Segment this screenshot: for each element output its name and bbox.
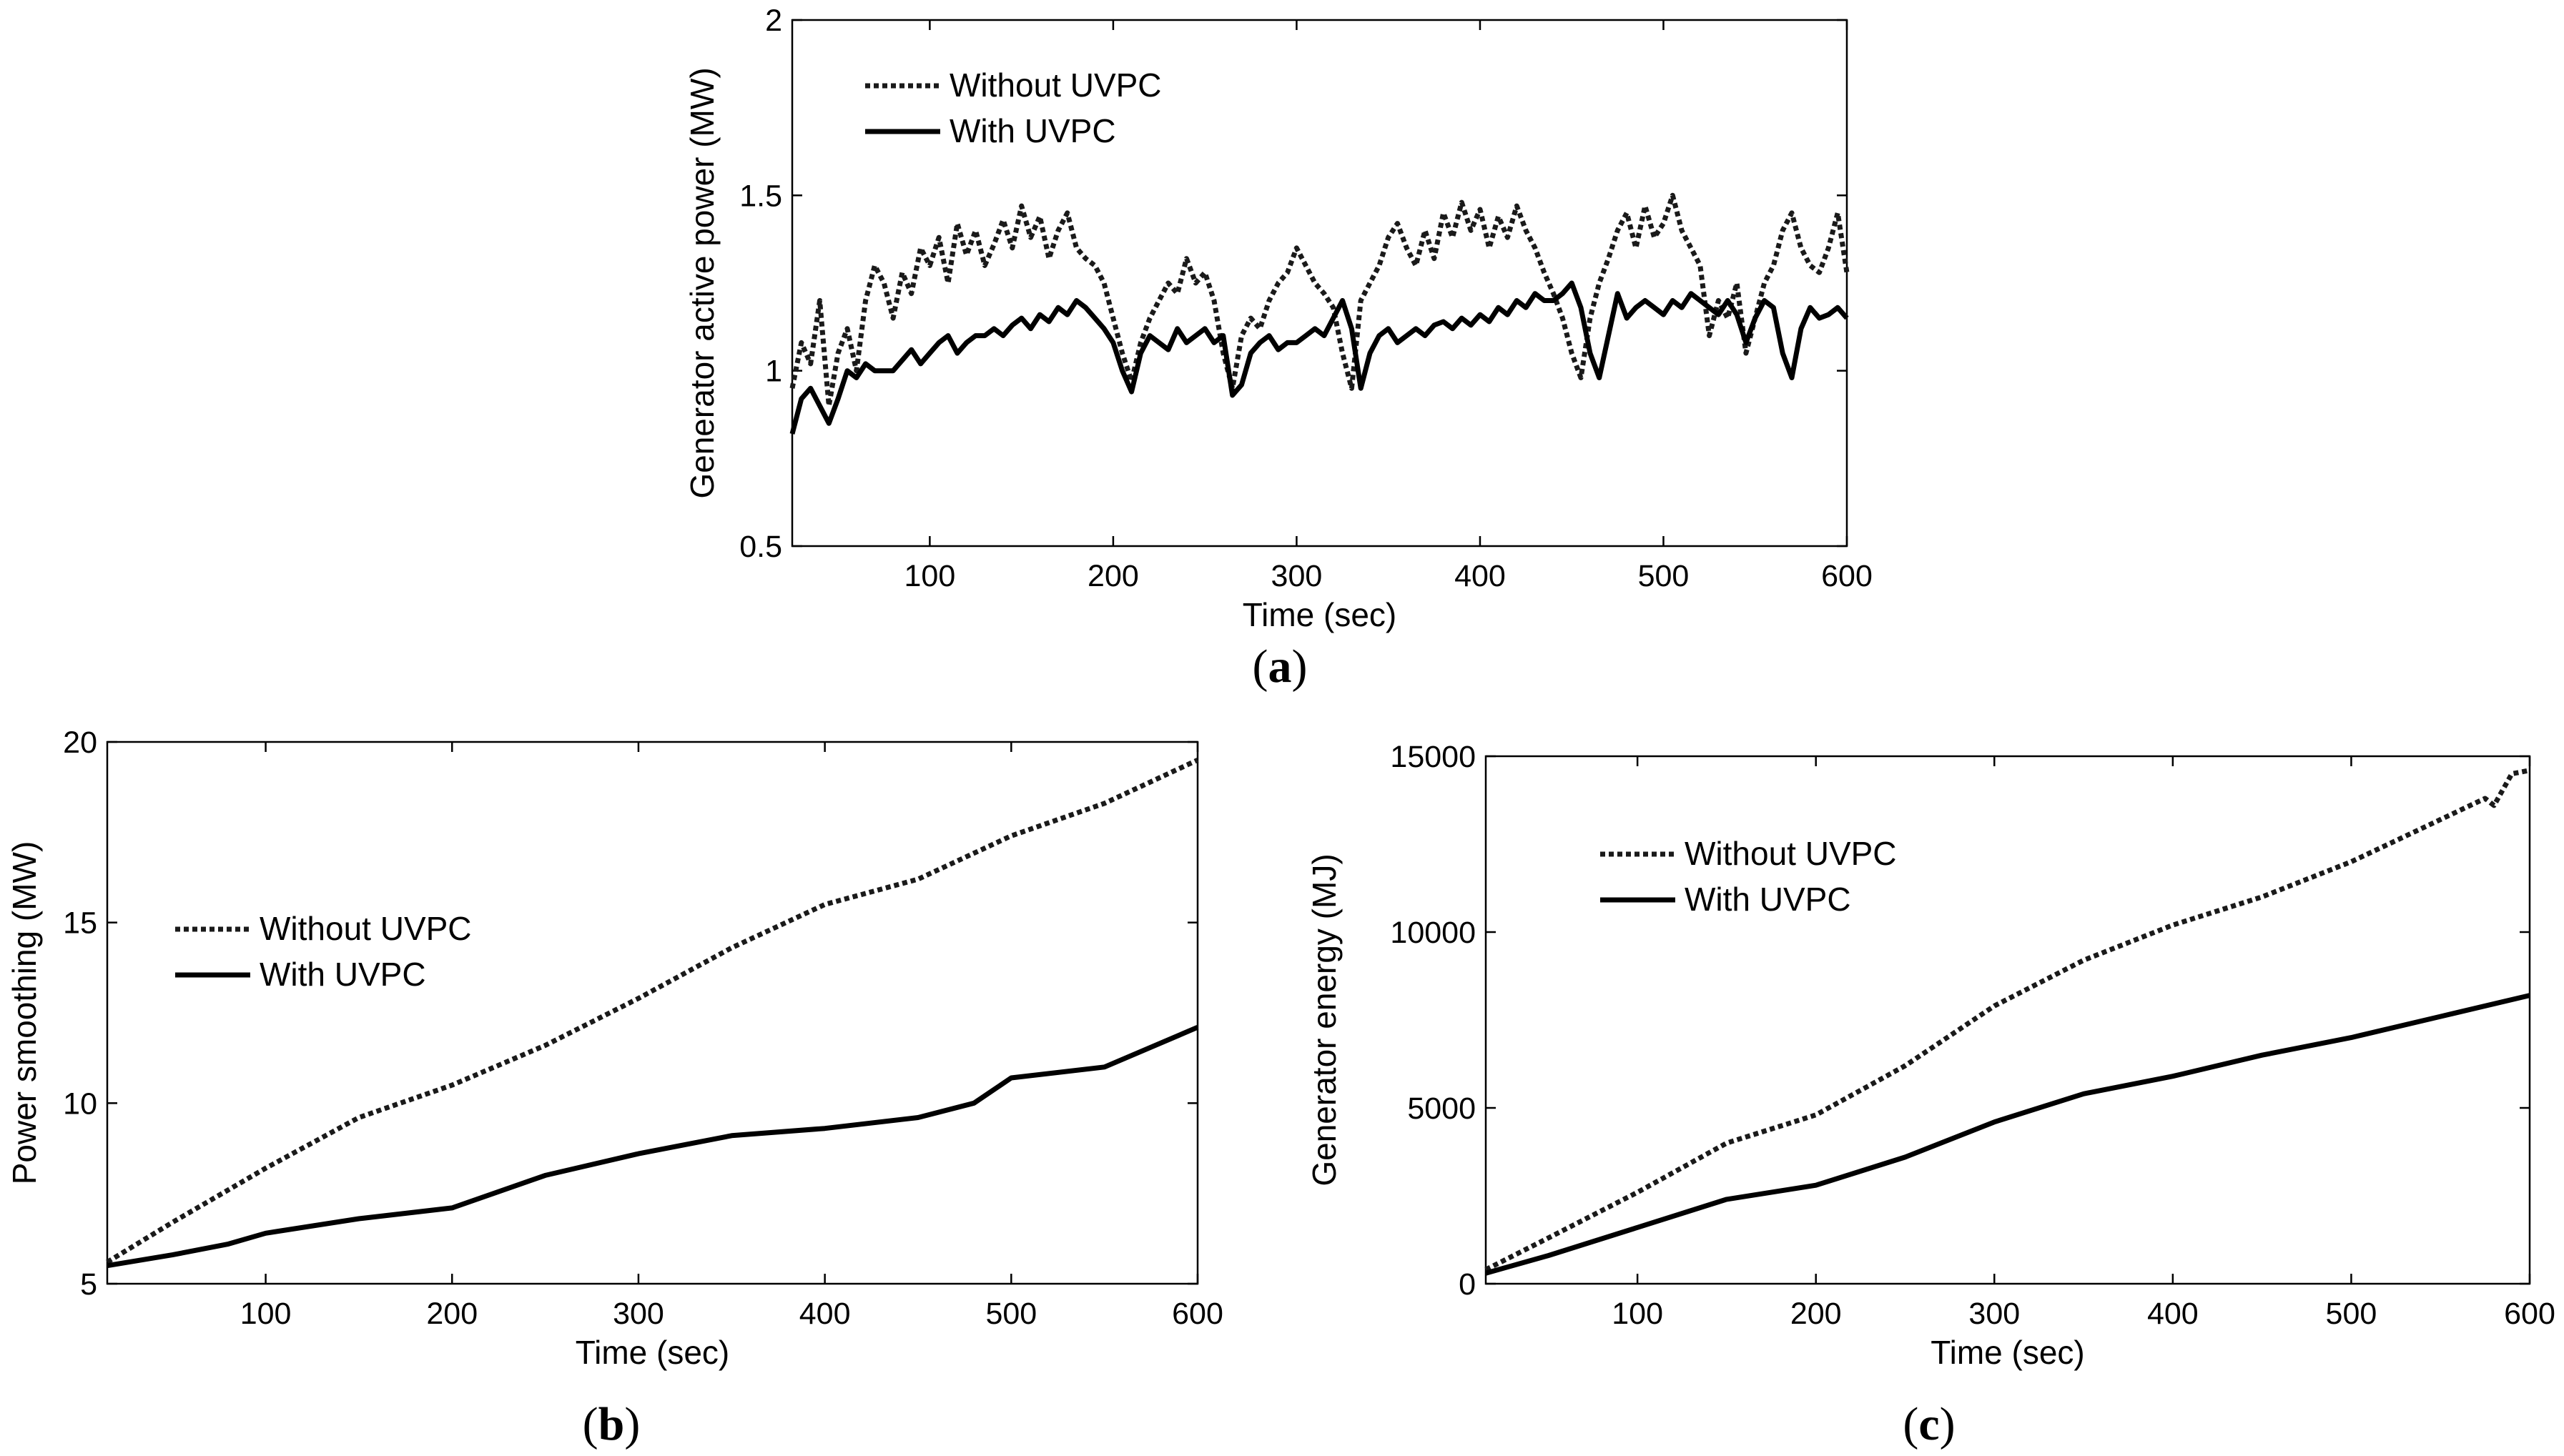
y-tick-label: 1 — [765, 355, 782, 389]
y-tick-label: 5 — [80, 1267, 97, 1302]
x-tick-label: 400 — [2147, 1297, 2199, 1331]
caption-c: (c) — [1903, 1398, 1956, 1450]
caption-a: (a) — [1252, 640, 1308, 693]
x-tick-label: 400 — [1454, 559, 1506, 593]
x-axis-label: Time (sec) — [576, 1334, 730, 1371]
caption-b: (b) — [582, 1398, 641, 1450]
x-tick-label: 200 — [1088, 559, 1139, 593]
x-tick-label: 100 — [1612, 1297, 1663, 1331]
series-line-a-without-uvpc — [789, 192, 1850, 409]
series-line-b-without-uvpc — [106, 758, 1199, 1264]
x-tick-label: 300 — [1271, 559, 1323, 593]
x-axis-label: Time (sec) — [1243, 596, 1397, 633]
y-tick-label: 20 — [63, 725, 97, 760]
y-axis-label: Power smoothing (MW) — [6, 841, 43, 1185]
plot-frame-a — [791, 19, 1848, 548]
y-tick-label: 2 — [765, 4, 782, 38]
legend-label-with-uvpc: With UVPC — [950, 112, 1116, 149]
x-tick-label: 400 — [799, 1297, 851, 1331]
x-tick-label: 300 — [613, 1297, 664, 1331]
x-axis-label: Time (sec) — [1931, 1334, 2085, 1371]
y-tick-label: 15000 — [1390, 740, 1476, 774]
x-tick-label: 600 — [1172, 1297, 1223, 1331]
legend-label-without-uvpc: Without UVPC — [950, 66, 1162, 104]
y-tick-label: 10 — [63, 1086, 97, 1121]
legend-label-without-uvpc: Without UVPC — [260, 910, 472, 947]
x-tick-label: 200 — [1790, 1297, 1842, 1331]
legend-label-with-uvpc: With UVPC — [1685, 881, 1851, 918]
y-axis-label: Generator energy (MJ) — [1306, 853, 1343, 1186]
plot-frame-b — [106, 741, 1199, 1285]
y-axis-label: Generator active power (MW) — [684, 67, 721, 498]
x-tick-label: 100 — [904, 559, 956, 593]
series-line-a-with-uvpc — [789, 280, 1849, 435]
x-tick-label: 500 — [1638, 559, 1690, 593]
y-tick-label: 10000 — [1390, 916, 1476, 950]
y-tick-label: 0.5 — [739, 530, 782, 564]
x-tick-label: 600 — [2504, 1297, 2555, 1331]
x-tick-label: 200 — [426, 1297, 478, 1331]
series-line-b-with-uvpc — [107, 1024, 1199, 1269]
x-tick-label: 500 — [985, 1297, 1037, 1331]
y-tick-label: 5000 — [1407, 1091, 1476, 1126]
series-line-c-without-uvpc — [1484, 768, 2530, 1272]
legend-label-without-uvpc: Without UVPC — [1685, 835, 1897, 872]
legend-label-with-uvpc: With UVPC — [260, 956, 426, 993]
series-line-c-with-uvpc — [1485, 993, 2530, 1276]
y-tick-label: 1.5 — [739, 179, 782, 213]
y-tick-label: 0 — [1459, 1267, 1476, 1302]
x-tick-label: 600 — [1821, 559, 1873, 593]
x-tick-label: 300 — [1968, 1297, 2020, 1331]
x-tick-label: 100 — [240, 1297, 292, 1331]
x-tick-label: 500 — [2326, 1297, 2377, 1331]
plot-frame-c — [1484, 755, 2531, 1285]
y-tick-label: 15 — [63, 906, 97, 941]
